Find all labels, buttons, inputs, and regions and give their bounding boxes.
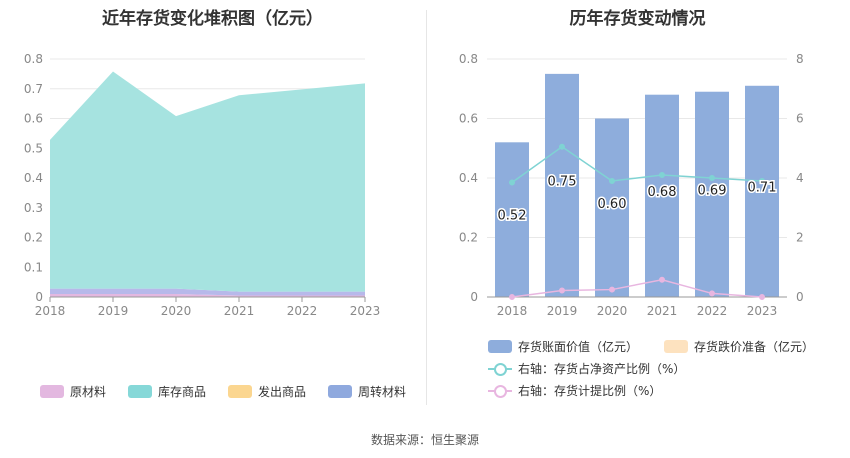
y-right-tick-label: 6 <box>796 112 804 126</box>
x-tick-label: 2021 <box>647 304 678 318</box>
bar-value-label: 0.52 <box>498 209 527 224</box>
line-series-2 <box>511 145 763 184</box>
y-tick-label: 0.4 <box>24 171 43 185</box>
legend-swatch <box>40 385 64 398</box>
y-tick-label: 0.6 <box>24 112 43 126</box>
y-right-tick-label: 4 <box>796 171 804 185</box>
panel-divider <box>426 10 427 405</box>
legend-line-swatch <box>488 362 512 376</box>
legend-line-swatch <box>488 384 512 398</box>
bar-value-label: 0.71 <box>748 180 777 195</box>
line-point <box>609 286 615 293</box>
bar <box>695 91 729 297</box>
bar-line-combo-chart: 0 0.2 0.4 0.6 0.8 0 2 4 6 8 2018 2019 2020 2021 2022 20… <box>459 52 804 318</box>
legend-item-net-asset-ratio[interactable]: 右轴：存货占净资产比例（%） <box>488 357 814 379</box>
bar-value-label: 0.60 <box>598 197 627 212</box>
x-tick-label: 2021 <box>224 304 255 318</box>
bar <box>645 94 679 297</box>
line-point <box>559 143 565 150</box>
x-tick-label: 2022 <box>287 304 318 318</box>
legend-label: 原材料 <box>70 385 107 399</box>
legend-swatch <box>664 339 689 353</box>
area-series-1 <box>50 71 365 292</box>
line-point <box>659 276 665 283</box>
legend-swatch <box>228 385 253 398</box>
line-point <box>759 177 765 184</box>
legend-label: 右轴：存货计提比例（%） <box>518 383 662 398</box>
legend-item-finished-goods[interactable]: 库存商品 <box>128 383 206 400</box>
y-tick-label: 0.1 <box>24 260 43 274</box>
y-left-tick-label: 0.6 <box>459 112 478 126</box>
y-tick-label: 0.8 <box>24 52 43 66</box>
legend-swatch <box>328 385 353 398</box>
data-source: 数据来源：恒生聚源 <box>370 433 479 447</box>
bar <box>595 118 629 297</box>
x-tick-label: 2020 <box>597 304 628 318</box>
area-series-3 <box>50 288 365 296</box>
x-tick-label: 2018 <box>35 304 66 318</box>
left-legend: 原材料 库存商品 发出商品 周转材料 <box>40 383 406 400</box>
line-point <box>759 294 765 300</box>
right-chart-panel: 历年存货变动情况 0 0.2 0.4 0.6 0.8 0 2 4 6 8 2018 2019 2020 2… <box>425 0 850 420</box>
x-tick-label: 2019 <box>547 304 578 318</box>
y-left-tick-label: 0 <box>470 290 478 304</box>
line-point <box>509 179 515 186</box>
y-tick-label: 0 <box>35 290 43 304</box>
left-chart-panel: 近年存货变化堆积图（亿元） 0 0.1 0.2 0.3 0.4 0.5 0.6 0.7 0.8 2… <box>0 0 425 420</box>
bar-value-label: 0.68 <box>648 185 677 200</box>
stacked-area-chart: 0 0.1 0.2 0.3 0.4 0.5 0.6 0.7 0.8 2018 2019 2020 202… <box>24 52 381 318</box>
legend-item-book-value[interactable]: 存货账面价值（亿元） <box>488 338 638 355</box>
area-series-0 <box>50 294 365 297</box>
legend-swatch <box>128 385 153 398</box>
line-point <box>609 177 615 184</box>
legend-label: 库存商品 <box>158 385 207 399</box>
y-tick-label: 0.2 <box>24 231 43 245</box>
x-tick-label: 2019 <box>98 304 129 318</box>
legend-item-provision-ratio[interactable]: 右轴：存货计提比例（%） <box>488 379 814 401</box>
right-legend: 存货账面价值（亿元） 存货跌价准备（亿元） 右轴：存货占净资产比例（%） 右轴：… <box>488 335 814 401</box>
line-point <box>659 172 665 179</box>
legend-item-impairment-reserve[interactable]: 存货跌价准备（亿元） <box>664 338 814 355</box>
bar-value-label: 0.75 <box>548 174 577 189</box>
legend-item-raw-material[interactable]: 原材料 <box>40 383 106 400</box>
legend-label: 发出商品 <box>258 385 307 399</box>
x-tick-label: 2020 <box>161 304 192 318</box>
line-series-3 <box>511 278 763 298</box>
y-left-tick-label: 0.4 <box>459 171 478 185</box>
legend-label: 右轴：存货占净资产比例（%） <box>518 361 686 376</box>
y-tick-label: 0.7 <box>24 82 43 96</box>
legend-item-goods-shipped[interactable]: 发出商品 <box>228 383 306 400</box>
y-tick-label: 0.3 <box>24 201 43 215</box>
left-chart-title: 近年存货变化堆积图（亿元） <box>102 9 323 29</box>
bar <box>495 142 529 297</box>
bar <box>745 85 779 298</box>
y-left-tick-label: 0.2 <box>459 231 478 245</box>
y-left-tick-label: 0.8 <box>459 52 478 66</box>
legend-swatch <box>488 339 512 353</box>
x-tick-label: 2023 <box>747 304 778 318</box>
line-point <box>709 290 715 297</box>
x-tick-label: 2018 <box>497 304 528 318</box>
x-tick-label: 2023 <box>350 304 381 318</box>
bar-value-label: 0.69 <box>698 183 727 198</box>
y-right-tick-label: 8 <box>796 52 804 66</box>
legend-item-turnover-materials[interactable]: 周转材料 <box>328 383 406 400</box>
legend-label: 存货账面价值（亿元） <box>518 339 639 354</box>
legend-label: 存货跌价准备（亿元） <box>694 339 815 354</box>
legend-row-bars: 存货账面价值（亿元） 存货跌价准备（亿元） <box>488 335 814 357</box>
line-point <box>509 294 515 300</box>
line-point <box>559 287 565 294</box>
y-right-tick-label: 0 <box>796 290 804 304</box>
y-right-tick-label: 2 <box>796 231 804 245</box>
line-point <box>709 175 715 181</box>
legend-label: 周转材料 <box>358 385 407 399</box>
right-chart-title: 历年存货变动情况 <box>569 9 706 29</box>
x-tick-label: 2022 <box>697 304 728 318</box>
y-tick-label: 0.5 <box>24 141 43 155</box>
bar <box>545 73 579 297</box>
